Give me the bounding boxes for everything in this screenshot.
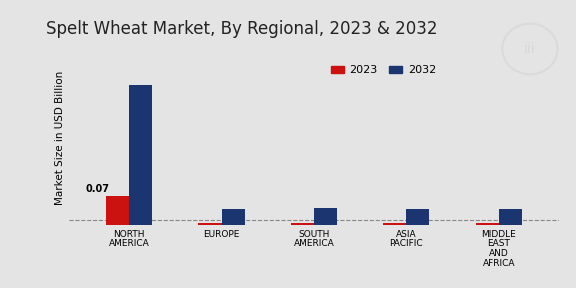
Text: iii: iii bbox=[524, 42, 536, 56]
Bar bbox=[499, 209, 522, 225]
Bar bbox=[406, 209, 429, 225]
Bar bbox=[291, 223, 314, 225]
Bar bbox=[106, 196, 129, 225]
Text: Spelt Wheat Market, By Regional, 2023 & 2032: Spelt Wheat Market, By Regional, 2023 & … bbox=[46, 20, 438, 38]
Bar bbox=[129, 85, 152, 225]
Bar bbox=[222, 209, 245, 225]
Bar bbox=[476, 223, 499, 225]
Legend: 2023, 2032: 2023, 2032 bbox=[326, 61, 441, 80]
Text: 0.07: 0.07 bbox=[85, 184, 109, 194]
Bar bbox=[314, 208, 337, 225]
Bar bbox=[199, 223, 222, 225]
Y-axis label: Market Size in USD Billion: Market Size in USD Billion bbox=[55, 71, 65, 205]
Bar bbox=[383, 223, 406, 225]
